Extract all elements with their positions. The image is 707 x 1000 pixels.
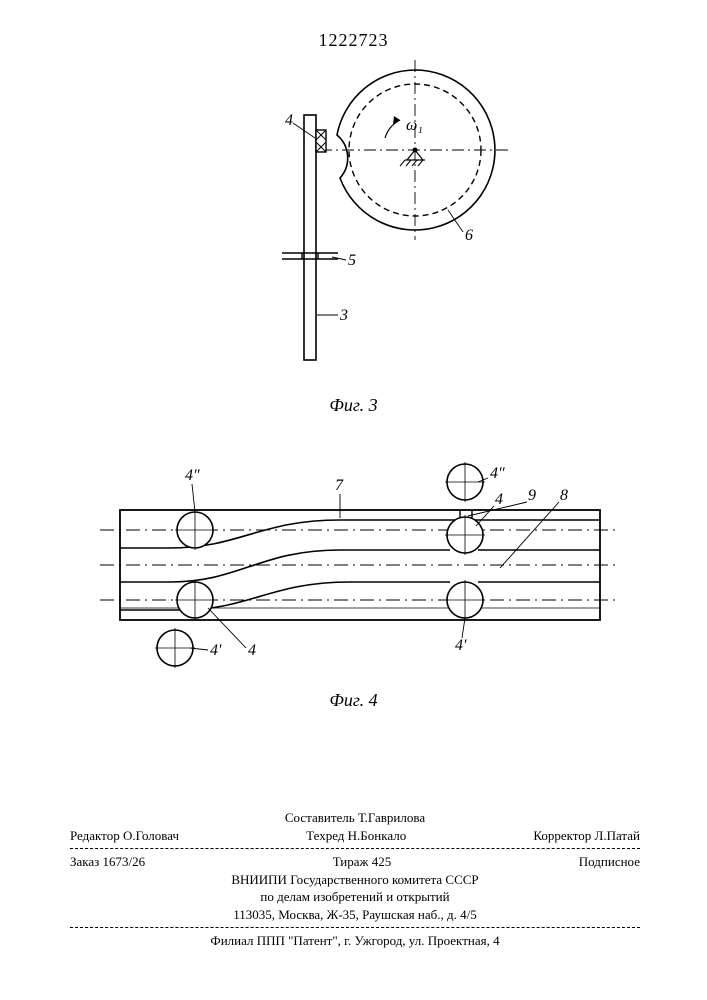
label-4pp-left: 4″	[185, 467, 200, 484]
label-4-left: 4	[248, 642, 256, 659]
org-line-2: по делам изобретений и открытий	[70, 888, 640, 906]
label-4p-left: 4′	[210, 642, 222, 659]
address-1: 113035, Москва, Ж-35, Раушская наб., д. …	[70, 906, 640, 924]
podpis: Подписное	[579, 853, 640, 871]
figure-3-caption: Фиг. 3	[0, 395, 707, 416]
colophon: Составитель Т.Гаврилова Редактор О.Голов…	[70, 809, 640, 950]
label-omega: ω₁	[406, 117, 423, 134]
filial: Филиал ППП "Патент", г. Ужгород, ул. Про…	[70, 932, 640, 950]
figure-3: ω₁ 4 5 3 6	[190, 60, 530, 380]
editor: Редактор О.Головач	[70, 827, 179, 845]
org-line-1: ВНИИПИ Государственного комитета СССР	[70, 871, 640, 889]
label-4pp-right: 4″	[490, 465, 505, 482]
figure-4-caption: Фиг. 4	[0, 690, 707, 711]
figure-3-svg: ω₁ 4 5 3 6	[190, 60, 530, 380]
figure-4: 4″ 4″ 7 4 9 8 4′ 4 4′	[80, 450, 640, 680]
label-9: 9	[528, 487, 536, 504]
patent-number: 1222723	[0, 30, 707, 51]
compiler: Составитель Т.Гаврилова	[70, 809, 640, 827]
label-4: 4	[285, 112, 293, 129]
corrector: Корректор Л.Патай	[533, 827, 640, 845]
separator-1	[70, 848, 640, 849]
page: 1222723 ω₁	[0, 0, 707, 1000]
label-5: 5	[348, 252, 356, 269]
label-4p-right: 4′	[455, 637, 467, 654]
label-3: 3	[339, 307, 348, 324]
techred: Техред Н.Бонкало	[306, 827, 406, 845]
label-7: 7	[335, 477, 344, 494]
label-8: 8	[560, 487, 568, 504]
label-6: 6	[465, 227, 473, 244]
order: Заказ 1673/26	[70, 853, 145, 871]
separator-2	[70, 927, 640, 928]
label-4-right: 4	[495, 491, 503, 508]
figure-4-svg: 4″ 4″ 7 4 9 8 4′ 4 4′	[80, 450, 640, 680]
tirazh: Тираж 425	[333, 853, 392, 871]
